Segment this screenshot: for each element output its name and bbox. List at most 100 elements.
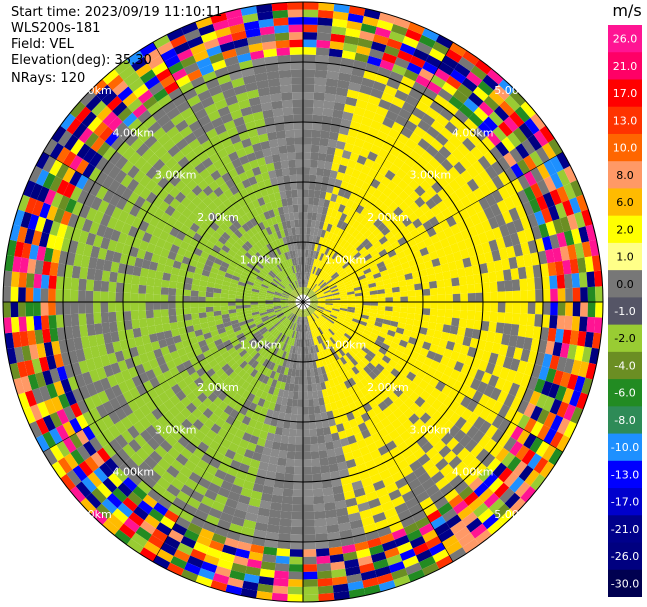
range-gate [375,363,385,373]
range-gate [228,302,236,306]
range-gate [337,79,350,90]
range-gate [310,299,318,302]
range-gate [318,450,328,459]
range-gate [448,191,461,204]
range-gate [430,422,443,435]
range-gate [154,270,164,280]
range-gate [290,413,298,422]
range-gate [446,234,458,246]
range-gate [369,346,379,355]
range-gate [484,193,497,207]
range-gate [341,322,350,329]
range-gate [337,407,346,417]
range-gate [362,305,371,310]
range-gate [435,476,450,491]
range-gate [293,481,303,490]
range-gate [503,152,517,168]
range-gate [369,236,379,246]
range-gate [40,302,49,316]
range-gate [355,390,365,400]
range-gate [343,362,352,372]
range-gate [315,47,330,56]
range-gate [470,443,484,458]
range-gate [303,114,313,123]
range-gate [478,393,491,407]
range-gate [347,306,356,311]
range-gate [363,484,376,495]
range-gate [370,298,378,302]
range-gate [387,329,396,337]
range-gate [363,342,373,351]
range-gate [378,248,388,257]
range-gate [307,249,312,258]
range-gate [365,491,379,502]
range-gate [374,26,392,39]
range-gate [287,390,294,399]
range-gate [501,258,511,271]
range-gate [93,280,102,292]
range-gate [303,99,314,108]
range-gate [347,299,356,302]
range-gate [25,302,34,317]
range-gate [348,272,357,279]
range-gate [303,541,316,550]
range-gate [331,288,339,293]
range-gate [418,326,428,335]
range-gate [322,487,334,496]
range-gate [140,267,149,278]
range-gate [318,145,328,154]
range-gate [275,39,290,49]
range-gate [292,489,303,497]
range-gate [509,440,524,457]
range-gate [340,249,349,258]
range-gate [444,101,459,116]
range-gate [314,525,328,535]
range-gate [353,355,362,364]
range-gate [329,284,338,290]
range-gate [318,397,325,406]
range-gate [63,302,71,315]
range-gate [463,471,479,486]
range-gate [364,383,374,394]
range-gate [321,176,330,185]
range-gate [542,353,553,368]
range-gate [535,440,550,458]
range-gate [470,65,488,81]
range-gate [466,517,483,533]
range-gate [418,68,435,82]
range-gate [576,194,589,212]
range-gate [578,226,590,243]
colorbar-tick-label: -21.0 [611,523,639,536]
range-gate [499,487,515,504]
range-gate [339,326,348,333]
range-gate [290,526,303,535]
range-gate [462,452,476,467]
range-gate [562,259,572,275]
range-gate [317,299,326,302]
range-gate [408,113,422,126]
range-gate [331,568,347,578]
range-gate [416,353,427,364]
range-gate [384,310,393,317]
range-gate [504,167,518,182]
range-gate [472,160,486,175]
range-gate [415,302,423,309]
range-gate [468,112,484,127]
range-gate [430,205,442,217]
range-gate [353,137,365,148]
range-gate [334,332,343,340]
range-gate [432,223,444,234]
range-gate [399,548,416,562]
range-gate [347,309,355,313]
range-gate [554,260,565,276]
range-gate [431,410,443,423]
range-gate [349,442,360,452]
range-gate [303,481,313,490]
range-gate [396,459,410,471]
range-gate [357,171,368,182]
range-gate [339,356,348,365]
range-gate [274,32,290,41]
range-gate [529,390,542,406]
range-gate [342,261,350,269]
range-gate [408,503,423,516]
